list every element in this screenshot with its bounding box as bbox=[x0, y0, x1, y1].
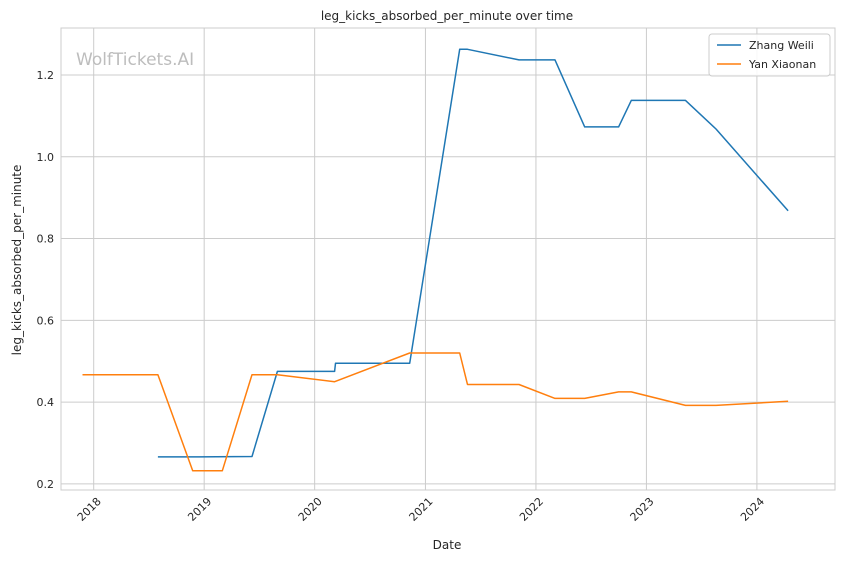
series-line-yan-xiaonan bbox=[82, 352, 789, 472]
tick-labels: 0.2 0.4 0.6 0.8 1.0 1.2 2018 2019 2020 2021 2022 20… bbox=[37, 69, 768, 524]
chart-title: leg_kicks_absorbed_per_minute over time bbox=[321, 9, 573, 23]
y-tick-label: 0.4 bbox=[37, 396, 55, 409]
legend: Zhang Weili Yan Xiaonan bbox=[708, 33, 831, 77]
y-tick-label: 0.6 bbox=[37, 314, 55, 327]
x-tick-label: 2023 bbox=[628, 495, 657, 524]
x-tick-label: 2021 bbox=[407, 495, 436, 524]
x-tick-label: 2024 bbox=[738, 495, 767, 524]
x-tick-label: 2020 bbox=[296, 495, 325, 524]
legend-label-yan-xiaonan: Yan Xiaonan bbox=[748, 58, 816, 71]
y-tick-label: 1.0 bbox=[37, 151, 55, 164]
series-layer bbox=[82, 48, 789, 472]
x-axis-label: Date bbox=[433, 538, 462, 552]
legend-label-zhang-weili: Zhang Weili bbox=[749, 39, 814, 52]
y-tick-label: 1.2 bbox=[37, 69, 55, 82]
plot-frame bbox=[60, 27, 836, 491]
y-axis-label: leg_kicks_absorbed_per_minute bbox=[10, 165, 24, 356]
y-tick-label: 0.8 bbox=[37, 233, 55, 246]
watermark: WolfTickets.AI bbox=[76, 50, 194, 70]
x-tick-label: 2018 bbox=[75, 495, 104, 524]
grid bbox=[61, 28, 835, 490]
x-tick-label: 2019 bbox=[185, 495, 214, 524]
x-tick-label: 2022 bbox=[517, 495, 546, 524]
y-tick-label: 0.2 bbox=[37, 478, 55, 491]
series-line-zhang-weili bbox=[157, 48, 789, 458]
